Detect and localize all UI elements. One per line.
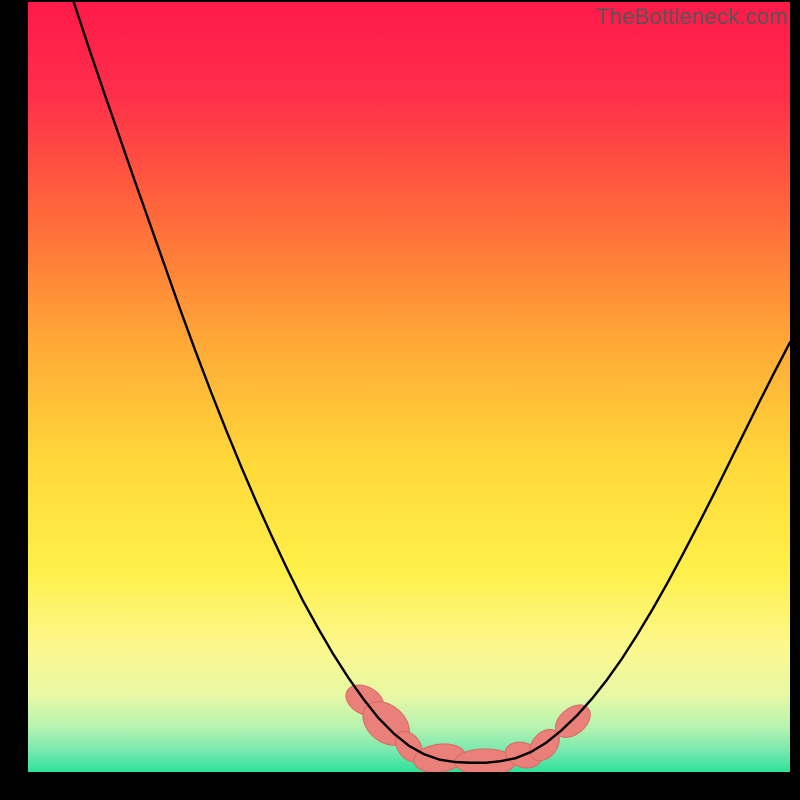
chart-svg xyxy=(0,0,800,800)
plot-background xyxy=(28,2,790,772)
watermark-text: TheBottleneck.com xyxy=(596,4,788,30)
chart-container: TheBottleneck.com xyxy=(0,0,800,800)
